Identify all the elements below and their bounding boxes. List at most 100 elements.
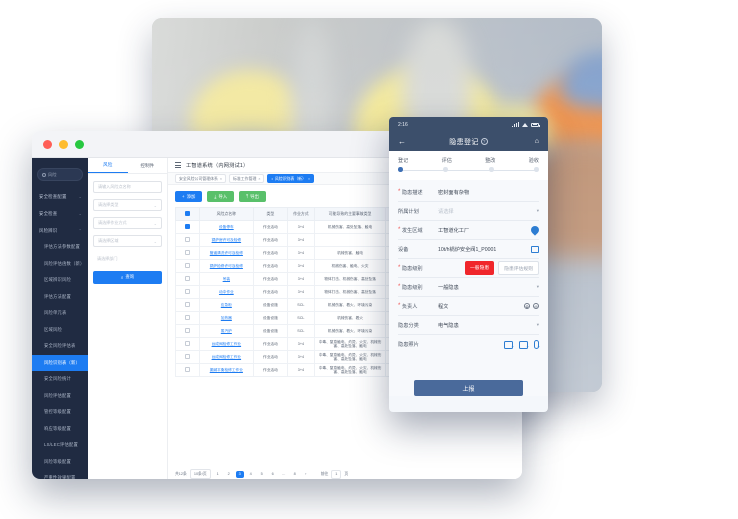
sidebar-search[interactable]: 风险 — [37, 168, 83, 181]
sidebar-item-0[interactable]: 评估方法参数配置 — [32, 239, 88, 256]
page-6[interactable]: 6 — [271, 472, 274, 476]
tab-1[interactable]: 标准工作管理 × — [229, 174, 265, 183]
row-checkbox[interactable] — [185, 328, 190, 333]
row-checkbox-cell[interactable] — [175, 259, 200, 273]
row-checkbox-cell[interactable] — [175, 324, 200, 338]
sidebar-item-14[interactable]: 严重性效果配置 — [32, 470, 88, 479]
row-checkbox-cell[interactable] — [175, 272, 200, 286]
field-hazard-description[interactable]: * 隐患描述 密封面有杂物 — [398, 183, 539, 202]
field-hazard-level-pills[interactable]: * 隐患级别 一般隐患 隐患评估规则 — [398, 259, 539, 278]
sidebar-item-6[interactable]: 安全风险评估表 — [32, 338, 88, 355]
camera-icon[interactable]: + — [519, 340, 529, 349]
risk-name-link[interactable]: 氯碱平衡检修工作业 — [209, 367, 243, 372]
field-equipment[interactable]: 设备 10t/h锅炉安全阀1_P0001 — [398, 240, 539, 259]
sidebar-group-safety-check[interactable]: 安全检查 ⌄ — [32, 205, 88, 222]
row-checkbox[interactable] — [185, 315, 190, 320]
field-value[interactable]: 密封面有杂物 — [438, 189, 539, 196]
field-plan[interactable]: 所属计划 请选择 ▾ — [398, 202, 539, 221]
image-upload-icon[interactable]: + — [504, 340, 514, 349]
row-checkbox[interactable] — [185, 289, 190, 294]
field-hazard-category[interactable]: 隐患分类 电气隐患 ▾ — [398, 316, 539, 335]
level-rule-button[interactable]: 隐患评估规则 — [498, 261, 539, 275]
sidebar-item-9[interactable]: 风险评估配置 — [32, 388, 88, 405]
menu-toggle-icon[interactable] — [175, 162, 181, 168]
sidebar-item-3[interactable]: 评估方法配置 — [32, 289, 88, 306]
risk-name-link[interactable]: 台成阀检修工作业 — [211, 354, 242, 359]
risk-name-link[interactable]: 管道清洗许可及检修 — [209, 250, 243, 255]
tab-0[interactable]: 安全风险公司管理体系 × — [175, 174, 227, 183]
row-checkbox[interactable] — [185, 354, 190, 359]
step-dot-3[interactable] — [534, 167, 539, 172]
sidebar-item-11[interactable]: 响应等级配置 — [32, 421, 88, 438]
sidebar-item-2[interactable]: 区域辨识风险 — [32, 272, 88, 289]
filter-select-mode[interactable]: 请选择作业方式 ⌄ — [93, 217, 162, 229]
step-label-2[interactable]: 整改 — [485, 158, 496, 164]
col-select[interactable] — [175, 207, 200, 221]
sidebar-item-12[interactable]: LS/LEC评估配置 — [32, 437, 88, 454]
risk-name-link[interactable]: 应急柜 — [220, 302, 232, 307]
risk-name-link[interactable]: 加热器 — [220, 315, 232, 320]
page-2[interactable]: 2 — [227, 472, 230, 476]
sidebar-item-8[interactable]: 安全风险统计 — [32, 371, 88, 388]
page-4[interactable]: 4 — [249, 472, 252, 476]
field-value[interactable]: 请选择 ▾ — [438, 208, 539, 215]
risk-name-link[interactable]: 设备停车 — [218, 224, 234, 229]
risk-name-link[interactable]: 台成阀检修工作业 — [211, 341, 242, 346]
help-icon[interactable]: ? — [480, 137, 488, 145]
field-area[interactable]: * 发生区域 工智道化工厂 — [398, 221, 541, 240]
filter-select-type[interactable]: 请选择类型 ⌄ — [93, 199, 162, 211]
risk-name-link[interactable]: 锅炉房许可及检修 — [211, 237, 242, 242]
cell-risk-name[interactable]: 锅炉房许可及检修 — [198, 233, 254, 247]
row-checkbox-cell[interactable] — [175, 363, 200, 377]
filter-input-risk-name[interactable]: 请输入风险点名称 — [93, 181, 162, 193]
voice-icon[interactable]: + — [534, 340, 540, 349]
field-value[interactable]: 10t/h锅炉安全阀1_P0001 — [438, 245, 539, 253]
filter-select-dept[interactable]: 请选择部门 — [93, 253, 162, 265]
step-dot-2[interactable] — [488, 167, 494, 172]
close-icon[interactable]: × — [258, 176, 261, 181]
select-all-checkbox[interactable] — [185, 211, 190, 216]
row-checkbox[interactable] — [185, 250, 190, 255]
field-value[interactable]: 工智道化工厂 — [438, 224, 541, 236]
page-1[interactable]: 1 — [216, 472, 219, 476]
risk-name-link[interactable]: 蒸汽炉 — [220, 328, 232, 333]
cell-risk-name[interactable]: 吊装 — [198, 272, 254, 286]
field-hazard-level-select[interactable]: * 隐患级别 一般隐患 ▾ — [398, 278, 539, 297]
row-checkbox-cell[interactable] — [175, 311, 200, 325]
sidebar-item-10[interactable]: 管控等级配置 — [32, 404, 88, 421]
risk-name-link[interactable]: 锅炉检修许可及检修 — [209, 263, 243, 268]
level-pill-selected[interactable]: 一般隐患 — [465, 261, 495, 275]
row-checkbox[interactable] — [185, 224, 190, 229]
row-checkbox[interactable] — [185, 263, 190, 268]
filter-tab-control[interactable]: 控制件 — [140, 162, 155, 168]
home-icon[interactable]: ⌂ — [534, 138, 539, 145]
at-mention-icon[interactable]: @ — [533, 303, 539, 309]
cell-risk-name[interactable]: 应急柜 — [198, 298, 254, 312]
close-icon[interactable]: × — [307, 176, 311, 181]
row-checkbox[interactable] — [185, 341, 190, 346]
next-page-button[interactable]: › — [305, 472, 307, 476]
row-checkbox-cell[interactable] — [175, 220, 200, 234]
filter-select-area[interactable]: 请选择区域 ⌄ — [93, 235, 162, 247]
submit-button[interactable]: 上报 — [414, 380, 523, 396]
sidebar-item-7-active[interactable]: 风险识别表（新） — [32, 354, 88, 371]
field-owner[interactable]: * 负责人 程文 ✿ @ — [398, 297, 539, 316]
risk-name-link[interactable]: 吊装 — [222, 276, 231, 281]
step-dot-0-active[interactable] — [398, 167, 403, 172]
tab-2-active[interactable]: • 风险识别表（新） × — [267, 174, 315, 183]
back-arrow-icon[interactable]: ← — [398, 137, 406, 146]
row-checkbox[interactable] — [185, 276, 190, 281]
field-value[interactable]: 程文 ✿ @ — [438, 303, 539, 310]
cell-risk-name[interactable]: 管道清洗许可及检修 — [198, 246, 254, 260]
import-button[interactable]: ⤓ 导入 — [207, 191, 235, 202]
scan-qr-icon[interactable] — [531, 245, 539, 253]
minimize-button[interactable] — [59, 139, 68, 149]
sidebar-item-1[interactable]: 风险评估函数（新） — [32, 256, 88, 273]
row-checkbox-cell[interactable] — [175, 233, 200, 247]
cell-risk-name[interactable]: 设备停车 — [198, 220, 254, 234]
cell-risk-name[interactable]: 氯碱平衡检修工作业 — [198, 363, 254, 377]
gear-icon[interactable]: ✿ — [524, 303, 530, 309]
page-size-select[interactable]: 10条/页 — [189, 469, 211, 479]
location-pin-icon[interactable] — [529, 224, 541, 236]
filter-tab-risk[interactable]: 风险 — [88, 158, 128, 173]
